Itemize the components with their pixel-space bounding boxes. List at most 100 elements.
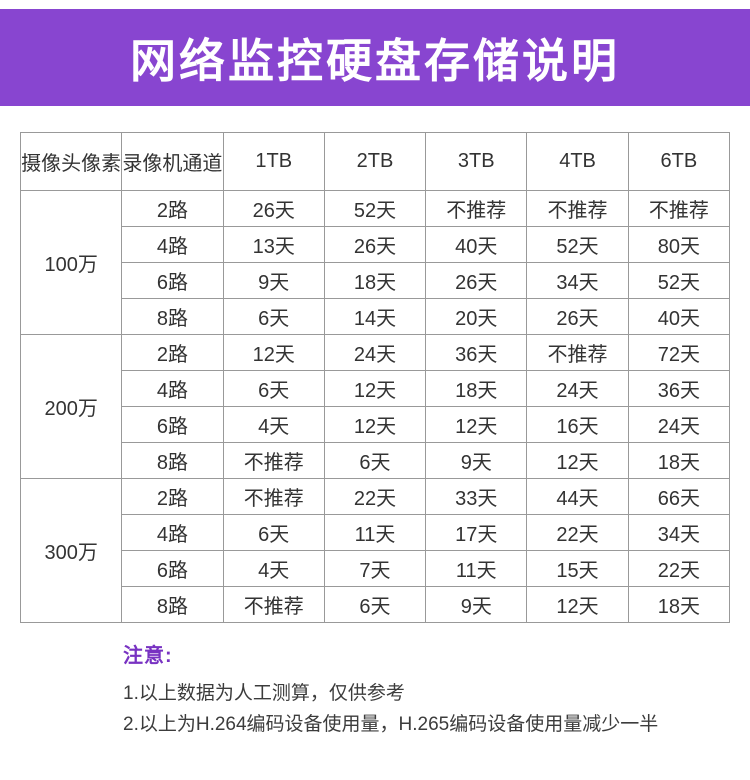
storage-days-cell: 22天 — [323, 478, 427, 515]
channel-cell: 6路 — [121, 406, 224, 443]
note-label: 注意: — [123, 645, 173, 667]
storage-days-cell: 6天 — [222, 514, 325, 551]
storage-days-cell: 6天 — [222, 370, 325, 407]
channel-cell: 2路 — [121, 478, 224, 515]
storage-days-cell: 80天 — [627, 226, 731, 263]
table-row: 200万 2路 12天 24天 36天 不推荐 72天 — [19, 334, 731, 479]
storage-days-cell: 33天 — [425, 478, 528, 515]
storage-days-cell: 17天 — [425, 514, 528, 551]
storage-days-cell: 12天 — [323, 406, 427, 443]
channel-cell: 8路 — [121, 442, 224, 479]
column-header-3: 2TB — [323, 132, 427, 191]
table-row: 6路 4天 12天 12天 16天 24天 — [21, 406, 731, 443]
channel-cell: 4路 — [121, 514, 224, 551]
notes-section: 注意: 1.以上数据为人工测算，仅供参考 2.以上为H.264编码设备使用量，H.… — [123, 639, 750, 780]
storage-days-cell: 13天 — [222, 226, 325, 263]
table-row: 6路 4天 7天 11天 15天 22天 — [21, 550, 731, 587]
table-header: 摄像头像素 录像机通道 1TB 2TB 3TB 4TB 6TB — [19, 132, 731, 191]
column-header-2: 1TB — [222, 132, 325, 191]
channel-cell: 2路 — [121, 190, 224, 227]
storage-days-cell: 6天 — [323, 442, 427, 479]
table-row: 8路 6天 14天 20天 26天 40天 — [21, 298, 731, 335]
table-row: 8路 不推荐 6天 9天 12天 18天 — [21, 442, 731, 479]
storage-days-cell: 52天 — [526, 226, 629, 263]
storage-days-cell: 18天 — [627, 586, 731, 623]
pixel-group-cell: 100万 — [19, 190, 123, 335]
table-row: 8路 不推荐 6天 9天 12天 18天 — [21, 586, 731, 623]
column-header-1: 录像机通道 — [121, 132, 224, 191]
storage-days-cell: 24天 — [526, 370, 629, 407]
storage-days-cell: 18天 — [425, 370, 528, 407]
table-body: 100万 2路 26天 52天 不推荐 不推荐 不推荐 4路 13天 26天 40天 52天 80天 6路… — [19, 190, 731, 623]
storage-days-cell: 52天 — [627, 262, 731, 299]
storage-days-cell: 6天 — [323, 586, 427, 623]
storage-days-cell: 26天 — [323, 226, 427, 263]
storage-days-cell: 不推荐 — [526, 190, 629, 227]
pixel-group-cell: 300万 — [19, 478, 123, 623]
storage-days-cell: 9天 — [222, 262, 325, 299]
storage-days-cell: 14天 — [323, 298, 427, 335]
storage-days-cell: 18天 — [627, 442, 731, 479]
storage-days-cell: 11天 — [425, 550, 528, 587]
table-row: 4路 13天 26天 40天 52天 80天 — [21, 226, 731, 263]
storage-days-cell: 12天 — [222, 334, 325, 371]
storage-days-cell: 26天 — [222, 190, 325, 227]
channel-cell: 8路 — [121, 586, 224, 623]
storage-days-cell: 20天 — [425, 298, 528, 335]
note-item: 2.以上为H.264编码设备使用量，H.265编码设备使用量减少一半 — [123, 714, 659, 735]
storage-days-cell: 7天 — [323, 550, 427, 587]
storage-days-cell: 12天 — [526, 442, 629, 479]
channel-cell: 4路 — [121, 226, 224, 263]
storage-days-cell: 22天 — [627, 550, 731, 587]
storage-days-cell: 6天 — [222, 298, 325, 335]
table-row: 4路 6天 11天 17天 22天 34天 — [21, 514, 731, 551]
storage-days-cell: 4天 — [222, 406, 325, 443]
table-row: 300万 2路 不推荐 22天 33天 44天 66天 — [19, 478, 731, 623]
storage-days-cell: 24天 — [323, 334, 427, 371]
pixel-group-cell: 200万 — [19, 334, 123, 479]
page-title: 网络监控硬盘存储说明 — [130, 34, 620, 87]
table-row: 100万 2路 26天 52天 不推荐 不推荐 不推荐 — [19, 190, 731, 335]
storage-days-cell: 44天 — [526, 478, 629, 515]
storage-days-cell: 4天 — [222, 550, 325, 587]
header-row: 摄像头像素 录像机通道 1TB 2TB 3TB 4TB 6TB — [19, 132, 731, 191]
storage-days-cell: 22天 — [526, 514, 629, 551]
title-banner: 网络监控硬盘存储说明 — [0, 9, 750, 106]
storage-days-cell: 66天 — [627, 478, 731, 515]
storage-days-cell: 36天 — [425, 334, 528, 371]
storage-table: 摄像头像素 录像机通道 1TB 2TB 3TB 4TB 6TB 100万 2路 26天 52天 不推… — [19, 132, 731, 623]
storage-days-cell: 34天 — [627, 514, 731, 551]
storage-days-cell: 不推荐 — [222, 442, 325, 479]
table-row: 4路 6天 12天 18天 24天 36天 — [21, 370, 731, 407]
storage-days-cell: 72天 — [627, 334, 731, 371]
storage-days-cell: 26天 — [425, 262, 528, 299]
storage-days-cell: 52天 — [323, 190, 427, 227]
storage-days-cell: 11天 — [323, 514, 427, 551]
storage-days-cell: 不推荐 — [627, 190, 731, 227]
column-header-5: 4TB — [526, 132, 629, 191]
storage-days-cell: 40天 — [627, 298, 731, 335]
column-header-6: 6TB — [627, 132, 731, 191]
storage-days-cell: 12天 — [425, 406, 528, 443]
channel-cell: 6路 — [121, 262, 224, 299]
channel-cell: 4路 — [121, 370, 224, 407]
table-row: 6路 9天 18天 26天 34天 52天 — [21, 262, 731, 299]
storage-days-cell: 不推荐 — [222, 478, 325, 515]
channel-cell: 2路 — [121, 334, 224, 371]
storage-days-cell: 不推荐 — [526, 334, 629, 371]
storage-days-cell: 36天 — [627, 370, 731, 407]
storage-days-cell: 12天 — [526, 586, 629, 623]
storage-days-cell: 不推荐 — [222, 586, 325, 623]
column-header-4: 3TB — [425, 132, 528, 191]
note-item: 1.以上数据为人工测算，仅供参考 — [123, 683, 405, 704]
storage-days-cell: 18天 — [323, 262, 427, 299]
channel-cell: 8路 — [121, 298, 224, 335]
storage-days-cell: 34天 — [526, 262, 629, 299]
storage-days-cell: 26天 — [526, 298, 629, 335]
storage-days-cell: 16天 — [526, 406, 629, 443]
channel-cell: 6路 — [121, 550, 224, 587]
note-list: 1.以上数据为人工测算，仅供参考 2.以上为H.264编码设备使用量，H.265编… — [123, 678, 750, 740]
storage-days-cell: 9天 — [425, 442, 528, 479]
column-header-0: 摄像头像素 — [19, 132, 123, 191]
